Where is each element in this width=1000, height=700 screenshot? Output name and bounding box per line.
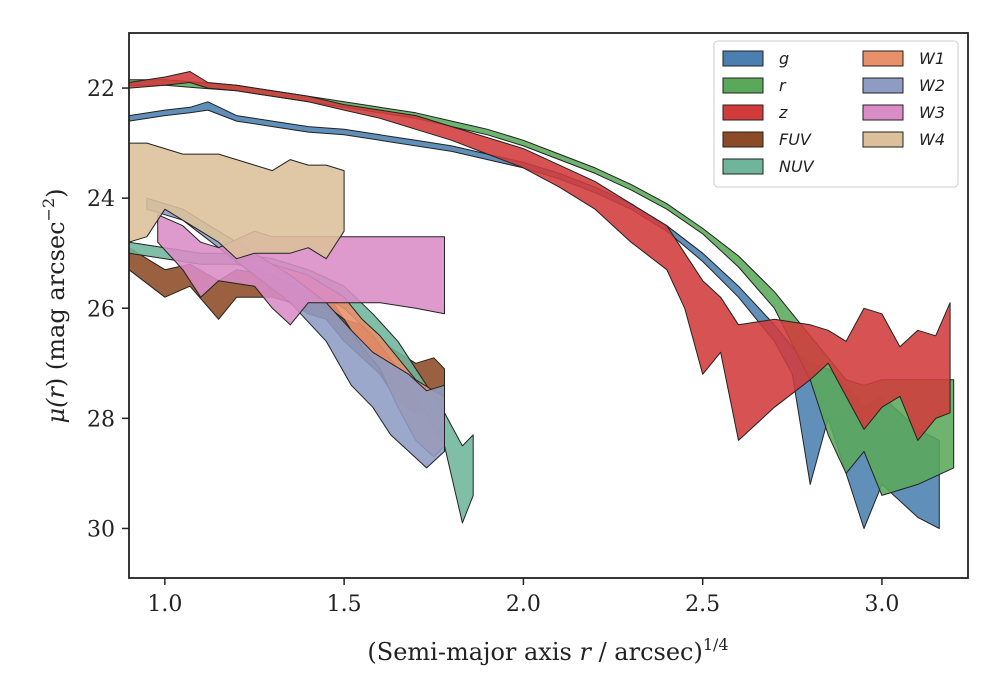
y-tick-label: 24 <box>87 187 115 212</box>
plot-frame <box>128 32 969 579</box>
legend-label-g: g <box>779 49 789 68</box>
legend-label-w3: W3 <box>919 103 945 122</box>
legend-label-w4: W4 <box>919 130 945 149</box>
legend: grz FUV NUV W1 W2 W3 W4 <box>713 40 959 188</box>
legend-label-fuv: FUV <box>779 130 812 149</box>
x-tick-label: 1.0 <box>147 592 182 617</box>
legend-swatch-r <box>722 77 764 94</box>
legend-swatch-z <box>722 104 764 121</box>
series-band-w4 <box>129 142 345 260</box>
y-tick-label: 26 <box>87 297 115 322</box>
legend-swatch-fuv <box>722 131 764 148</box>
legend-label-nuv: NUV <box>779 157 815 176</box>
x-axis-label: (Semi-major axis r / arcsec)1/4 <box>367 635 728 666</box>
legend-swatch-g <box>722 50 764 67</box>
x-axis: 1.0 1.5 2.0 2.5 3.0 <box>147 578 899 617</box>
legend-swatch-w1 <box>862 50 904 67</box>
legend-swatch-w2 <box>862 77 904 94</box>
y-axis-label: μ(r) (mag arcsec−2) <box>39 188 70 423</box>
legend-swatch-nuv <box>722 158 764 175</box>
y-tick-label: 22 <box>87 77 115 102</box>
legend-label-w1: W1 <box>919 49 945 68</box>
series-band-z <box>129 71 951 441</box>
legend-label-r: r <box>779 76 787 95</box>
series-band-g <box>129 101 940 529</box>
series-layer <box>129 71 955 529</box>
x-tick-label: 1.5 <box>327 592 362 617</box>
x-tick-label: 2.0 <box>506 592 541 617</box>
legend-label-w2: W2 <box>919 76 945 95</box>
legend-swatch-w3 <box>862 104 904 121</box>
x-tick-label: 2.5 <box>685 592 720 617</box>
legend-label-z: z <box>778 103 788 122</box>
y-axis: 22 24 26 28 30 <box>87 77 129 542</box>
x-tick-label: 3.0 <box>864 592 899 617</box>
legend-swatch-w4 <box>862 131 904 148</box>
y-tick-label: 30 <box>87 517 115 542</box>
y-tick-label: 28 <box>87 407 115 432</box>
